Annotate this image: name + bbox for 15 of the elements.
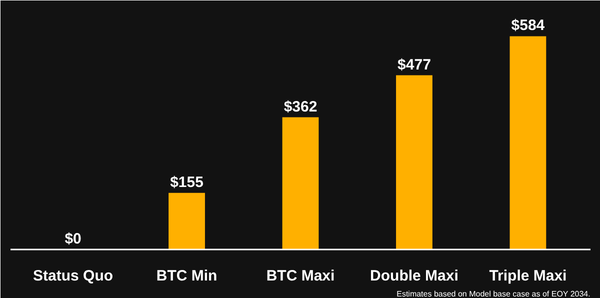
bar — [396, 75, 432, 250]
x-tick-label: Double Maxi — [370, 268, 458, 284]
x-tick-label: Triple Maxi — [489, 268, 567, 284]
data-label: $0 — [64, 230, 82, 248]
text: Estimates based on Model base case as of EOY 2034. — [396, 290, 590, 298]
data-label: $584 — [511, 17, 546, 34]
x-tick-label: BTC Min — [156, 268, 218, 284]
bar — [510, 36, 546, 250]
x-tick-label: BTC Maxi — [266, 268, 335, 284]
data-label: $477 — [398, 56, 431, 74]
bar — [168, 192, 205, 250]
bar — [282, 117, 319, 250]
x-tick-label: Status Quo — [33, 268, 114, 284]
data-label: $155 — [170, 174, 204, 191]
data-label: $362 — [284, 98, 318, 116]
